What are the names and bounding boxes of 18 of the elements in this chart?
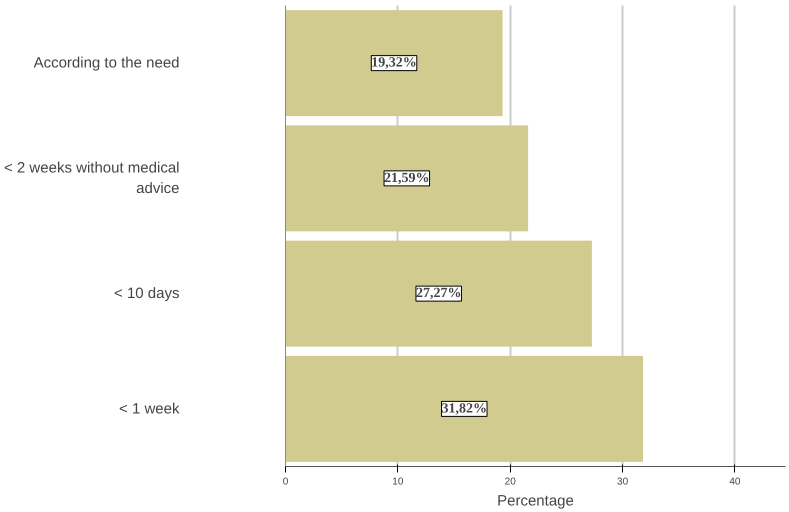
y-tick-label: According to the need [34,54,180,72]
x-tick-label: 30 [617,476,629,488]
x-tick-label: 10 [392,476,404,488]
bar [286,10,503,116]
x-tick-label: 0 [282,476,289,488]
x-tick-label: 20 [504,476,516,488]
y-tick-label: < 10 days [114,285,180,302]
x-tick-label: 40 [729,476,741,488]
y-tick-label: < 2 weeks without medical advice [4,160,180,198]
data-label: 27,27% [416,286,462,302]
bar [286,356,644,462]
bar [286,125,528,232]
x-axis-title: Percentage [497,492,574,510]
bar [286,240,592,347]
y-tick-label: < 1 week [119,400,180,418]
data-label: 19,32% [371,56,417,71]
data-label: 31,82% [442,401,488,416]
data-label: 21,59% [384,170,430,186]
